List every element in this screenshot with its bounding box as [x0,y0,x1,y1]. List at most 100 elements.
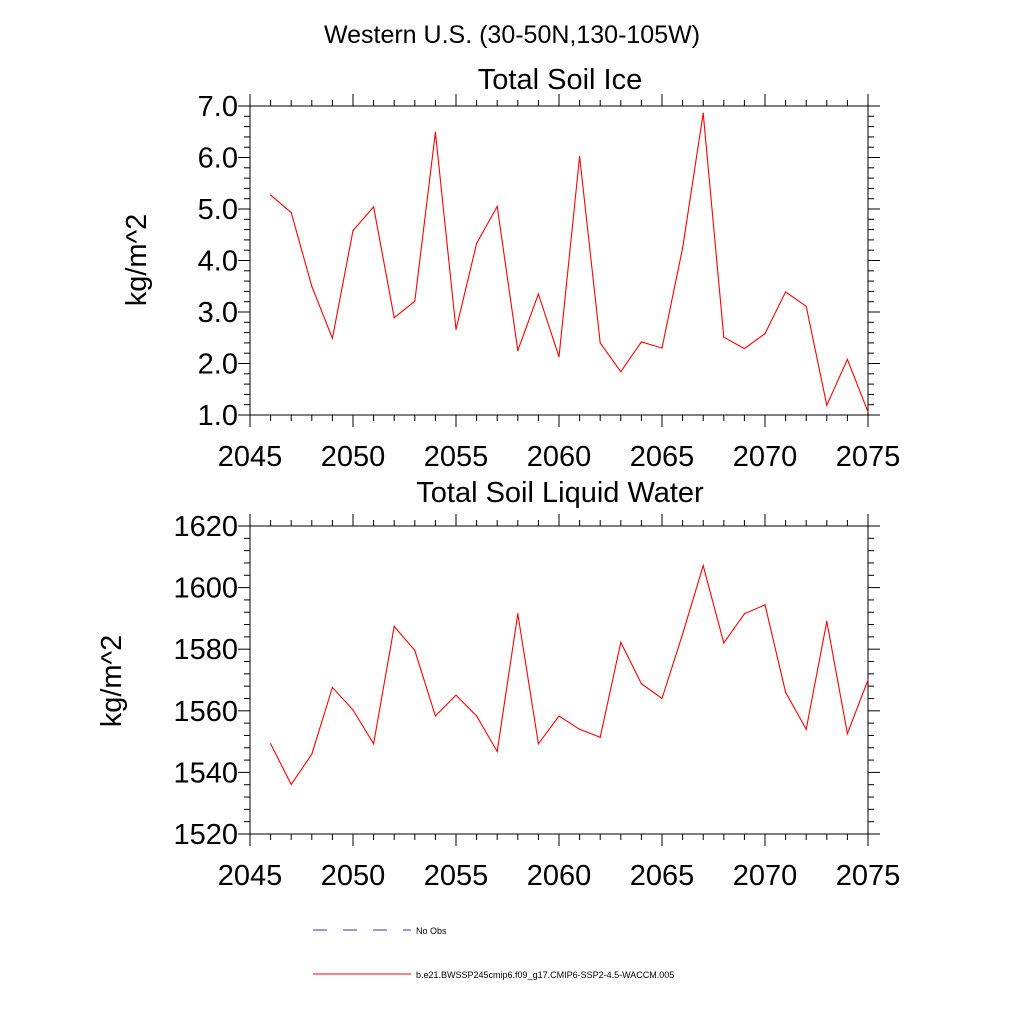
data-point [373,743,375,745]
data-point [373,206,375,208]
data-point [661,347,663,349]
y-axis-label: kg/m^2 [121,214,153,307]
panel-total-soil-ice: Total Soil Ice kg/m^2 2045 2050 2055 2060 20… [121,64,900,473]
x-tick-label: 2065 [630,441,695,473]
data-point [805,728,807,730]
x-tick-label: 2075 [836,860,901,892]
y-tick-label: 4.0 [198,246,238,278]
y-tick-label: 6.0 [198,143,238,175]
data-point [785,291,787,293]
y-tick-label: 1580 [173,634,238,666]
x-tick-label: 2050 [321,860,386,892]
data-point [764,333,766,335]
x-tick-label: 2055 [424,860,489,892]
series-line [270,113,869,413]
data-point [640,683,643,685]
data-point [496,750,498,753]
data-point [517,613,519,615]
data-point [620,371,622,373]
y-tick-label: 1540 [173,757,238,789]
x-tick-label: 2045 [218,860,283,892]
data-point [599,736,601,738]
x-tick-label: 2060 [527,860,592,892]
panel-total-soil-liquid-water: Total Soil Liquid Water kg/m^2 2045 2050 2… [96,477,900,892]
legend: No Obs b.e21.BWSSP245cmip6.f09_g17.CMIP6… [313,926,674,980]
data-point [785,691,787,693]
x-tick-label: 2055 [424,441,489,473]
data-point [290,212,292,214]
y-axis-label: kg/m^2 [96,635,128,728]
data-point [579,728,581,730]
data-point [620,641,622,644]
data-point [558,356,560,358]
data-point [476,242,478,245]
x-tick-label: 2070 [733,860,798,892]
data-point [434,131,436,133]
y-tick-label: 3.0 [198,297,238,329]
data-point [661,697,663,700]
data-point [496,205,498,208]
y-tick-label: 1.0 [198,400,238,432]
y-tick-label: 1520 [173,819,238,851]
data-point [867,679,869,681]
y-tick-label: 1620 [173,511,238,543]
x-tick-label: 2050 [321,441,386,473]
chart-title: Total Soil Ice [478,64,642,96]
data-point [476,715,478,717]
data-point [517,350,519,352]
y-tick-label: 7.0 [198,91,238,123]
data-point [867,411,869,413]
data-point [579,155,581,158]
series-line [270,563,869,786]
data-point [455,328,457,331]
data-point [640,341,643,343]
y-tick-label: 1560 [173,696,238,728]
x-tick-label: 2060 [527,441,592,473]
series-marks [270,112,869,413]
data-point [826,404,828,406]
data-point [311,285,313,287]
data-point [682,247,684,249]
legend-no-obs-label: No Obs [416,926,447,936]
data-point [846,732,849,735]
data-point [702,565,704,567]
plot-frame [249,105,869,416]
data-point [682,633,684,635]
data-point [414,649,416,652]
data-point [702,112,704,114]
data-point [723,642,725,644]
x-tick-label: 2065 [630,860,695,892]
series-marks [270,563,869,786]
data-point [414,300,416,302]
data-point [352,230,354,232]
data-point [764,604,766,606]
y-tick-label: 5.0 [198,194,238,226]
data-point [434,715,436,717]
data-point [290,783,292,786]
data-point [331,337,333,339]
y-tick-label: 2.0 [198,349,238,381]
data-point [331,686,333,688]
page-title: Western U.S. (30-50N,130-105W) [324,21,700,49]
data-point [270,194,272,196]
data-point [270,743,272,745]
chart-title: Total Soil Liquid Water [416,477,704,509]
data-point [805,305,807,307]
data-point [393,625,395,628]
data-point [846,358,849,360]
data-point [743,347,746,350]
x-tick-label: 2070 [733,441,798,473]
axes: 2045 2050 2055 2060 2065 2070 2075 1.0 2.0 3.0 4.0… [198,91,901,473]
data-point [826,620,828,623]
data-point [352,709,354,711]
data-point [723,336,725,338]
data-point [537,293,540,295]
data-point [599,342,601,344]
data-point [393,317,395,319]
legend-series-label: b.e21.BWSSP245cmip6.f09_g17.CMIP6-SSP2-4… [416,970,674,980]
data-point [311,753,313,755]
axes: 2045 2050 2055 2060 2065 2070 2075 1520 1540 1560… [173,511,900,892]
data-point [455,694,457,696]
